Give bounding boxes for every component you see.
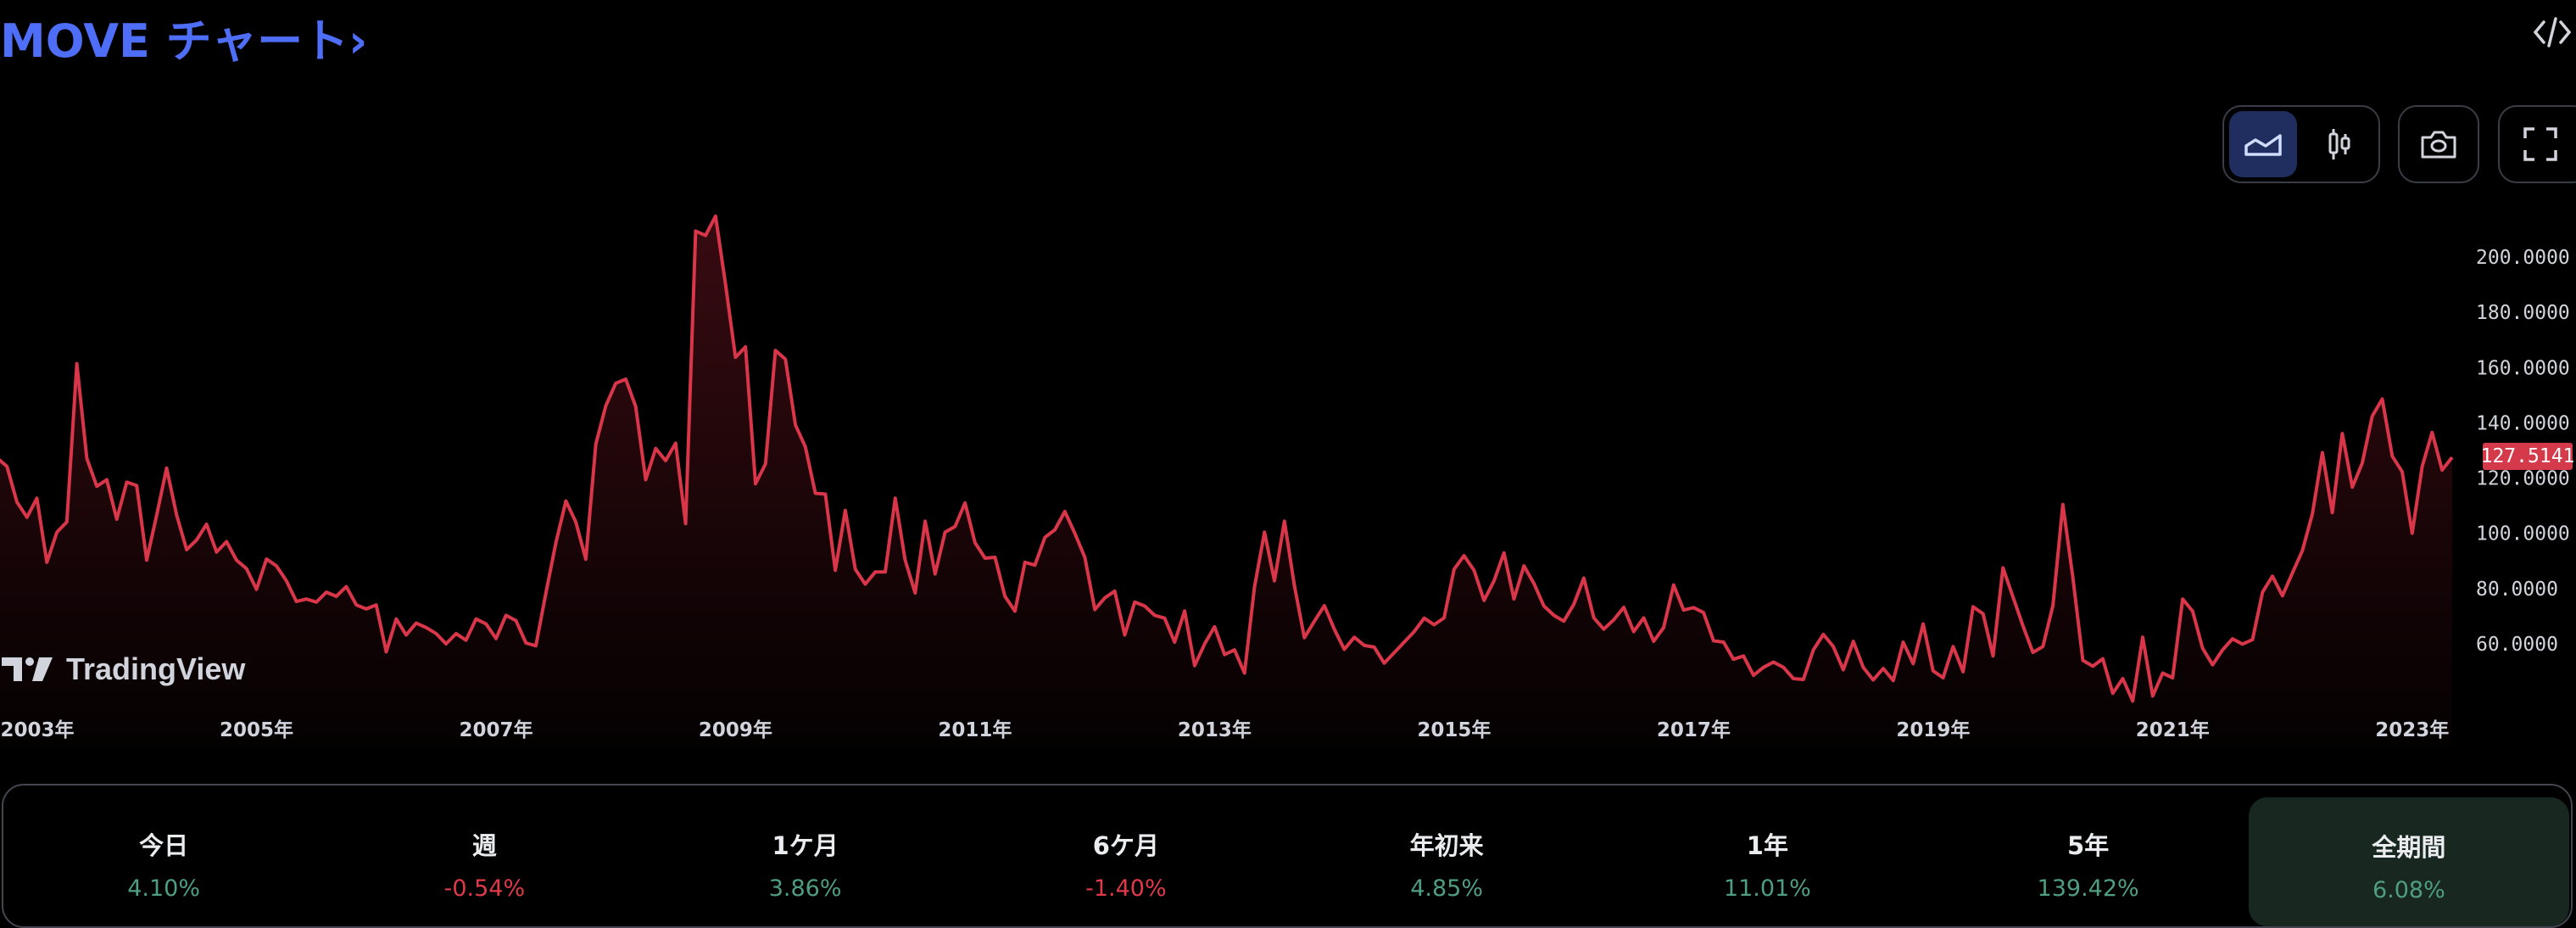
snapshot-group [2398, 105, 2479, 183]
y-tick-label: 80.0000 [2476, 579, 2558, 601]
period-change: 139.42% [2038, 875, 2139, 902]
period-label: 6ケ月 [1093, 826, 1159, 862]
y-tick-label: 100.0000 [2476, 523, 2570, 545]
chart-type-toggle [2222, 105, 2380, 183]
fullscreen-group [2498, 105, 2576, 183]
period-label: 5年 [2067, 826, 2109, 862]
area-chart-button[interactable] [2229, 111, 2297, 177]
x-tick-label: 2021年 [2136, 718, 2210, 741]
y-tick-label: 180.0000 [2476, 302, 2570, 324]
period-label: 年初来 [1410, 826, 1484, 862]
period-label: 1年 [1747, 826, 1788, 862]
snapshot-button[interactable] [2405, 111, 2473, 177]
x-tick-label: 2003年 [0, 718, 74, 741]
period-change: 4.10% [127, 875, 200, 902]
area-chart-icon [2244, 131, 2283, 157]
camera-icon [2419, 129, 2458, 159]
x-tick-label: 2017年 [1657, 718, 1731, 741]
x-tick-label: 2009年 [699, 718, 772, 741]
x-tick-label: 2013年 [1178, 718, 1252, 741]
period-label: 全期間 [2372, 828, 2445, 864]
period-label: 週 [472, 826, 497, 862]
candlestick-icon [2327, 127, 2352, 161]
period-tab[interactable]: 全期間 6.08% [2249, 797, 2569, 926]
tradingview-logo-icon [2, 656, 54, 683]
period-change: 11.01% [1724, 875, 1811, 902]
y-tick-label: 140.0000 [2476, 412, 2570, 434]
x-tick-label: 2019年 [1896, 718, 1970, 741]
price-area-fill [0, 216, 2452, 746]
period-change: 3.86% [769, 875, 842, 902]
x-tick-label: 2023年 [2375, 718, 2449, 741]
price-chart[interactable]: 200.0000 180.0000 160.0000 140.0000 120.0000… [0, 0, 2576, 907]
chart-title-link[interactable]: MOVE チャート› [0, 3, 367, 70]
tradingview-logo[interactable]: TradingView [2, 651, 245, 687]
period-change: 6.08% [2372, 877, 2445, 903]
code-embed-icon[interactable] [2534, 15, 2571, 49]
y-tick-label: 200.0000 [2476, 247, 2570, 269]
period-label: 1ケ月 [772, 826, 839, 862]
period-change: -0.54% [444, 875, 526, 902]
period-label: 今日 [139, 826, 188, 862]
period-change: -1.40% [1085, 875, 1167, 902]
x-tick-label: 2007年 [459, 718, 532, 741]
chevron-right-icon: › [348, 14, 367, 68]
x-tick-label: 2005年 [220, 718, 293, 741]
fullscreen-button[interactable] [2505, 111, 2576, 177]
fullscreen-icon [2523, 126, 2558, 162]
chart-title: MOVE チャート [0, 14, 348, 68]
x-tick-label: 2015年 [1417, 718, 1491, 741]
period-change: 4.85% [1410, 875, 1483, 902]
x-tick-label: 2011年 [938, 718, 1012, 741]
y-tick-label: 60.0000 [2476, 634, 2558, 656]
tradingview-logo-text: TradingView [66, 651, 245, 687]
y-tick-label: 160.0000 [2476, 357, 2570, 379]
y-tick-label: 120.0000 [2476, 468, 2570, 490]
last-price-label: 127.5141 [2483, 443, 2573, 470]
candlestick-chart-button[interactable] [2306, 111, 2373, 177]
